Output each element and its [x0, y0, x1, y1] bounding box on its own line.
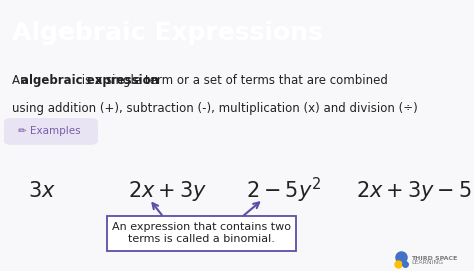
Text: using addition (+), subtraction (-), multiplication (x) and division (÷): using addition (+), subtraction (-), mul…: [12, 102, 418, 115]
Text: Algebraic Expressions: Algebraic Expressions: [12, 21, 323, 45]
FancyBboxPatch shape: [107, 216, 296, 251]
Text: is a single term or a set of terms that are combined: is a single term or a set of terms that …: [78, 75, 388, 88]
Text: terms is called a binomial.: terms is called a binomial.: [128, 234, 275, 244]
Text: $2x + 3y$: $2x + 3y$: [128, 179, 207, 203]
Text: An: An: [12, 75, 31, 88]
Text: $2x + 3y - 5$: $2x + 3y - 5$: [356, 179, 472, 203]
Text: An expression that contains two: An expression that contains two: [112, 222, 291, 232]
Text: ✏ Examples: ✏ Examples: [18, 127, 81, 137]
Text: $2 - 5y^2$: $2 - 5y^2$: [246, 176, 322, 205]
Text: algebraic expression: algebraic expression: [20, 75, 158, 88]
Text: LEARNING: LEARNING: [411, 260, 444, 265]
FancyBboxPatch shape: [5, 119, 97, 144]
Text: THIRD SPACE: THIRD SPACE: [411, 256, 458, 261]
Text: $3x$: $3x$: [28, 181, 56, 201]
